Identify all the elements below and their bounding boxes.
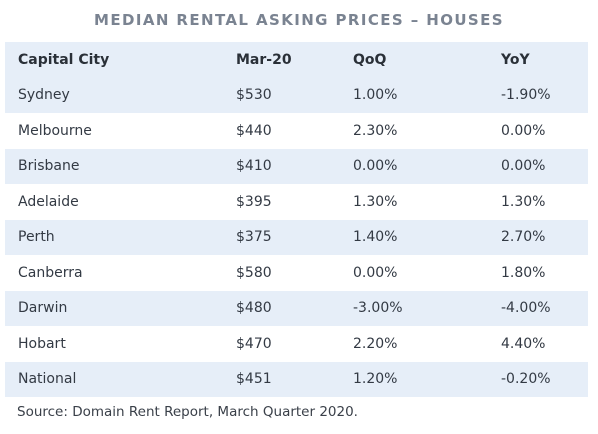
- city-cell: Canberra: [18, 264, 83, 281]
- qoq-cell: -3.00%: [353, 300, 403, 317]
- city-cell: Melbourne: [18, 122, 92, 139]
- yoy-cell: -1.90%: [501, 87, 551, 104]
- yoy-cell: -0.20%: [501, 371, 551, 388]
- qoq-cell: 0.00%: [353, 264, 398, 281]
- price-cell: $530: [236, 87, 272, 104]
- price-cell: $395: [236, 193, 272, 210]
- rental-prices-table: Capital City Mar-20 QoQ YoY Sydney $530 …: [5, 42, 588, 397]
- table-row: Adelaide $395 1.30% 1.30%: [5, 184, 588, 220]
- city-cell: Sydney: [18, 87, 70, 104]
- table-row: National $451 1.20% -0.20%: [5, 361, 588, 397]
- price-cell: $470: [236, 335, 272, 352]
- qoq-cell: 2.30%: [353, 122, 398, 139]
- source-note: Source: Domain Rent Report, March Quarte…: [17, 404, 358, 420]
- table-row: Canberra $580 0.00% 1.80%: [5, 255, 588, 291]
- city-cell: Hobart: [18, 335, 66, 352]
- city-cell: Darwin: [18, 300, 68, 317]
- yoy-cell: 0.00%: [501, 158, 546, 175]
- column-header-capital-city: Capital City: [18, 51, 110, 68]
- yoy-cell: 4.40%: [501, 335, 546, 352]
- table-row: Melbourne $440 2.30% 0.00%: [5, 113, 588, 149]
- header-row: Capital City Mar-20 QoQ YoY: [5, 42, 588, 78]
- table-row: Sydney $530 1.00% -1.90%: [5, 77, 588, 113]
- qoq-cell: 1.00%: [353, 87, 398, 104]
- yoy-cell: 0.00%: [501, 122, 546, 139]
- price-cell: $410: [236, 158, 272, 175]
- qoq-cell: 1.20%: [353, 371, 398, 388]
- yoy-cell: 2.70%: [501, 229, 546, 246]
- table-row: Brisbane $410 0.00% 0.00%: [5, 148, 588, 184]
- qoq-cell: 0.00%: [353, 158, 398, 175]
- yoy-cell: 1.30%: [501, 193, 546, 210]
- table-title: MEDIAN RENTAL ASKING PRICES – HOUSES: [94, 11, 504, 29]
- column-header-yoy: YoY: [501, 51, 530, 68]
- table-row: Darwin $480 -3.00% -4.00%: [5, 290, 588, 326]
- price-cell: $480: [236, 300, 272, 317]
- qoq-cell: 1.40%: [353, 229, 398, 246]
- city-cell: National: [18, 371, 77, 388]
- column-header-qoq: QoQ: [353, 51, 387, 68]
- yoy-cell: -4.00%: [501, 300, 551, 317]
- yoy-cell: 1.80%: [501, 264, 546, 281]
- table-row: Hobart $470 2.20% 4.40%: [5, 326, 588, 362]
- column-header-mar-20: Mar-20: [236, 51, 292, 68]
- table-row: Perth $375 1.40% 2.70%: [5, 219, 588, 255]
- qoq-cell: 1.30%: [353, 193, 398, 210]
- price-cell: $451: [236, 371, 272, 388]
- price-cell: $375: [236, 229, 272, 246]
- city-cell: Perth: [18, 229, 55, 246]
- price-cell: $440: [236, 122, 272, 139]
- price-cell: $580: [236, 264, 272, 281]
- city-cell: Adelaide: [18, 193, 79, 210]
- qoq-cell: 2.20%: [353, 335, 398, 352]
- city-cell: Brisbane: [18, 158, 80, 175]
